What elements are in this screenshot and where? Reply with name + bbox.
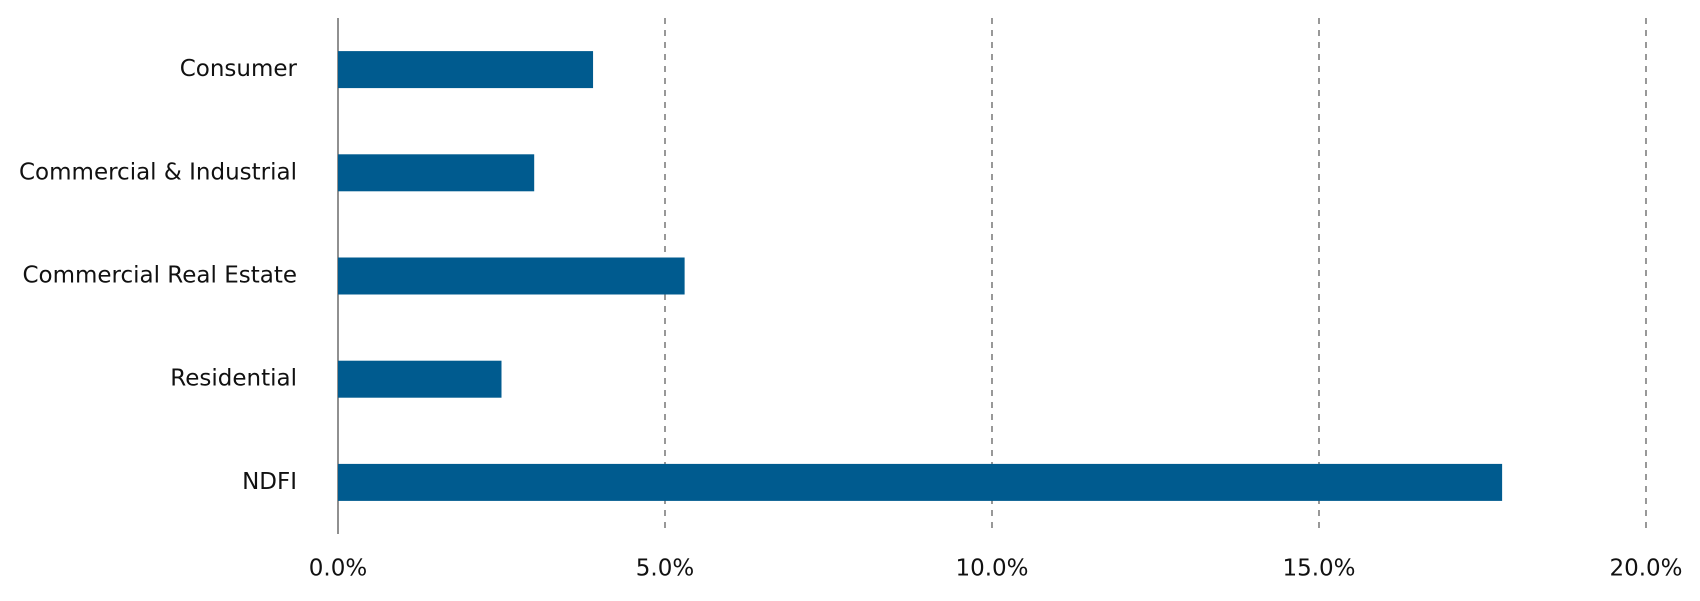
x-tick-label: 20.0% <box>1609 556 1682 582</box>
y-tick-label: Consumer <box>180 56 298 82</box>
bar <box>338 257 685 295</box>
y-tick-label: Commercial & Industrial <box>19 159 297 185</box>
bar <box>338 463 1503 501</box>
x-tick-label: 15.0% <box>1282 556 1355 582</box>
y-tick-label: Commercial Real Estate <box>22 263 297 289</box>
bar <box>338 51 594 89</box>
x-tick-label: 0.0% <box>309 556 367 582</box>
x-tick-label: 10.0% <box>955 556 1028 582</box>
bar <box>338 154 535 192</box>
bar <box>338 360 502 398</box>
y-tick-label: Residential <box>170 366 297 392</box>
x-tick-label: 5.0% <box>636 556 694 582</box>
y-tick-label: NDFI <box>242 469 297 495</box>
